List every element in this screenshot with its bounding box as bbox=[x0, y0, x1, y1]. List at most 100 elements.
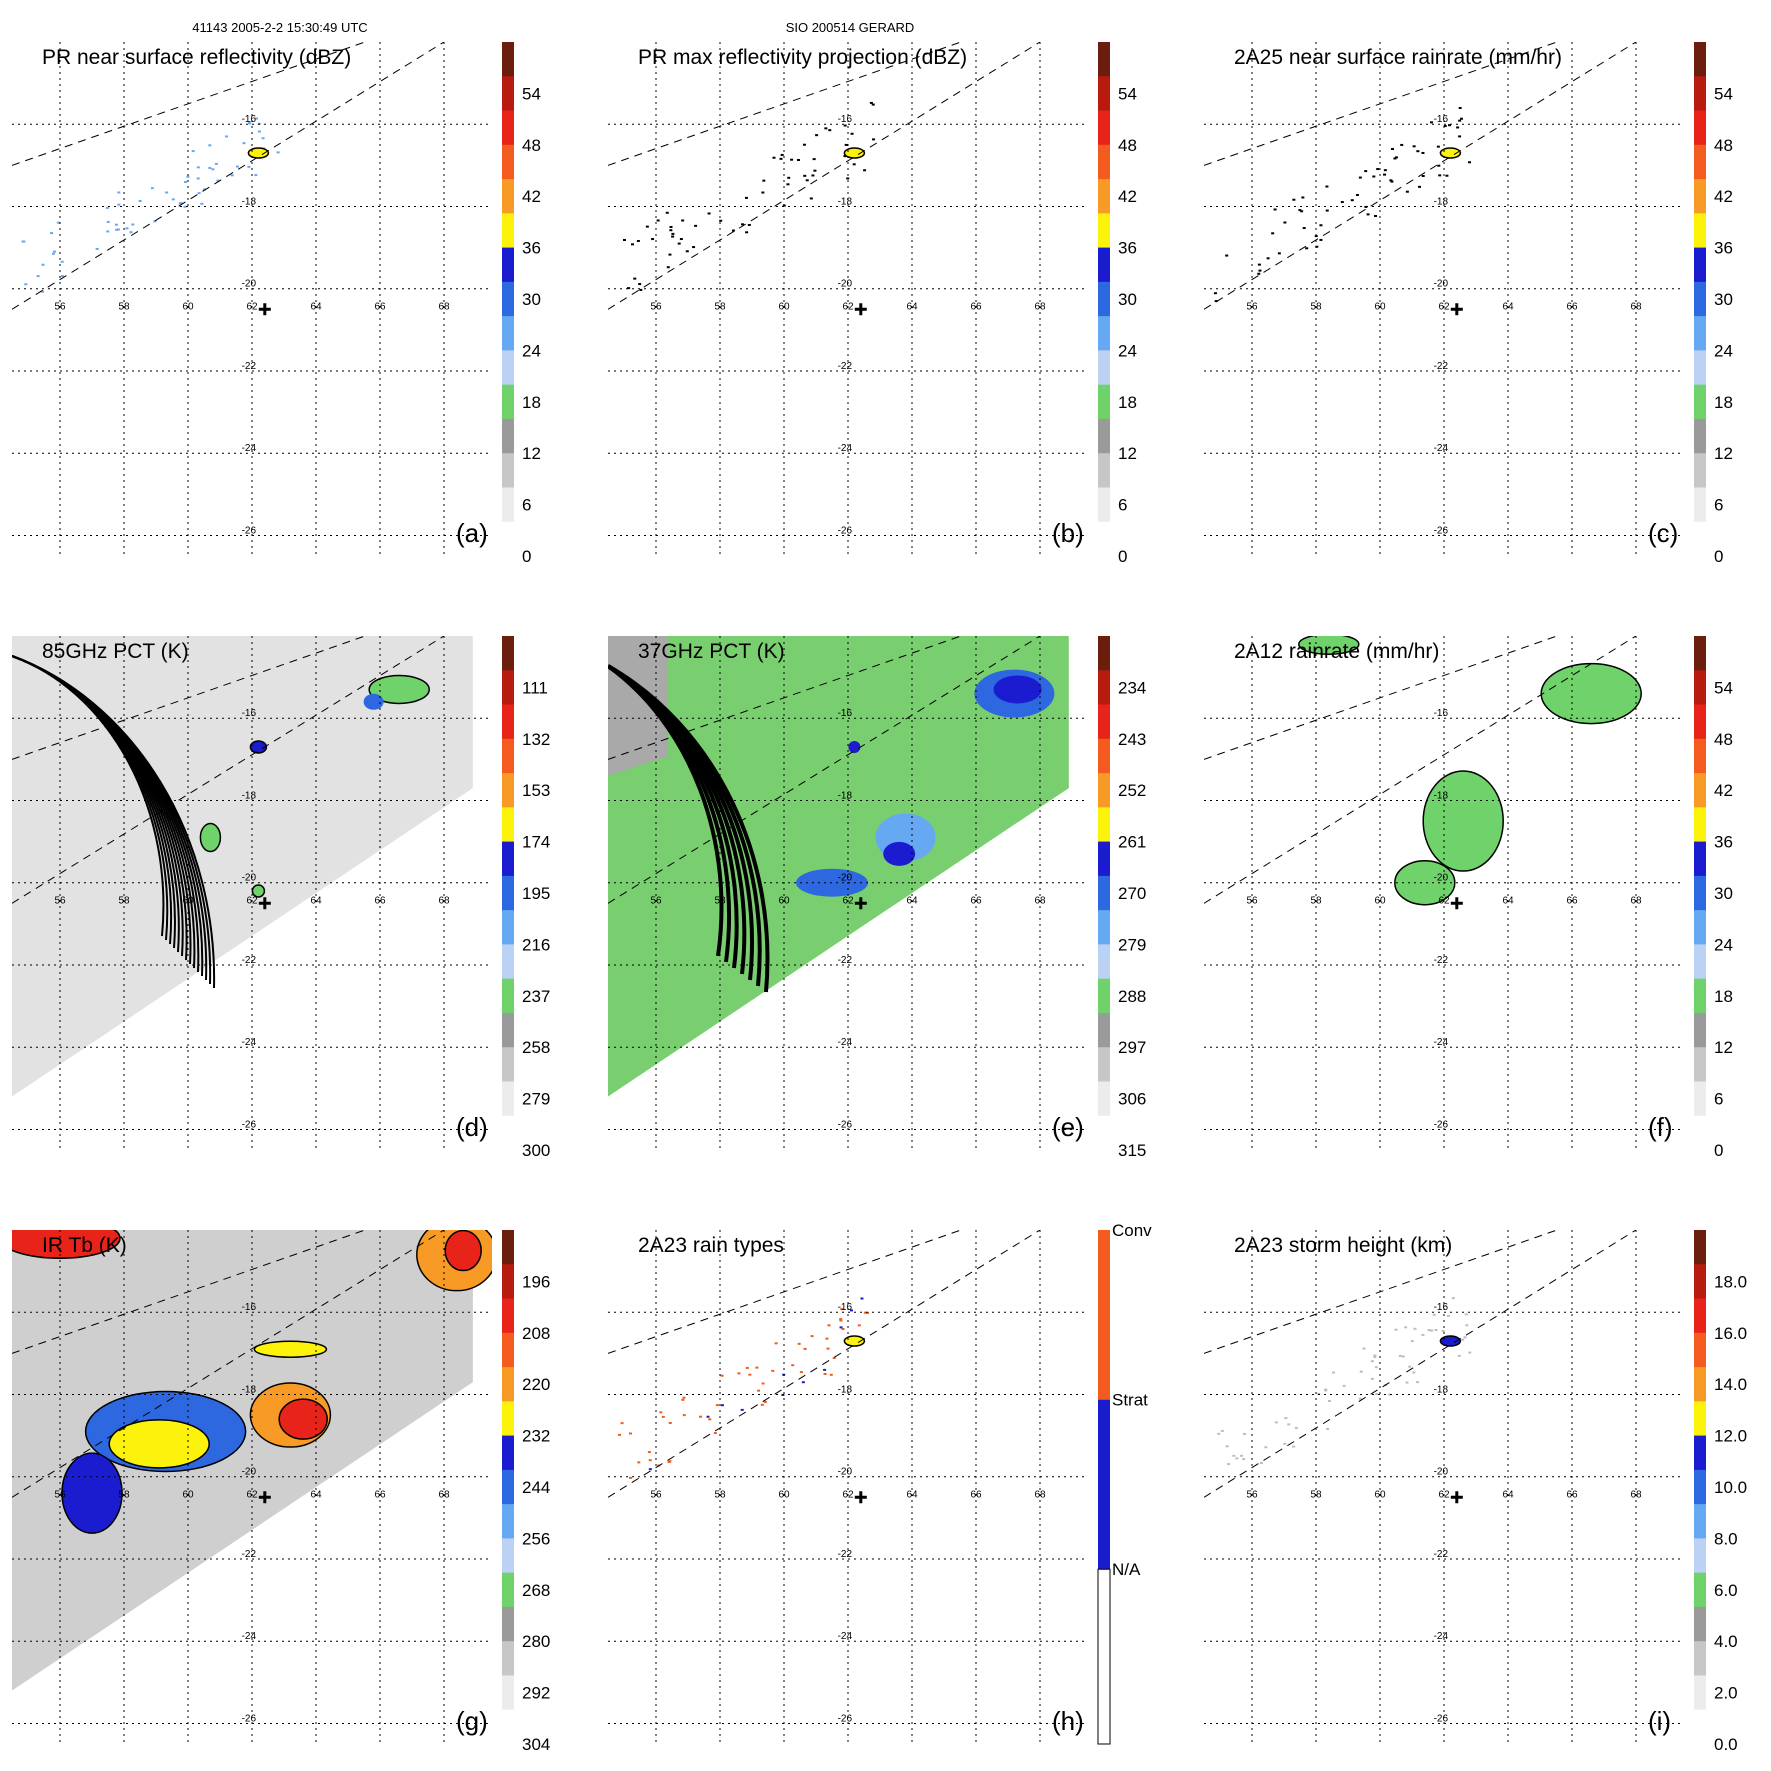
swath-edge-line bbox=[1204, 42, 1637, 310]
rain-pixel bbox=[1458, 119, 1462, 122]
rain-pixel bbox=[276, 151, 280, 154]
rain-pixel bbox=[1273, 208, 1277, 211]
rain-pixel bbox=[1319, 238, 1323, 241]
storm-center-marker bbox=[1450, 897, 1463, 910]
rain-pixel bbox=[741, 223, 745, 226]
rain-pixel bbox=[196, 166, 200, 169]
rain-pixel bbox=[1410, 1340, 1414, 1343]
colorbar-label: 36 bbox=[1118, 239, 1137, 258]
colorbar-segment bbox=[1694, 875, 1706, 911]
colorbar-segment bbox=[1694, 910, 1706, 945]
rain-pixel bbox=[1383, 173, 1387, 176]
colorbar-label: 24 bbox=[1714, 341, 1733, 360]
rain-pixel bbox=[1416, 1381, 1420, 1384]
rain-pixel bbox=[1401, 1355, 1405, 1358]
colorbar-label: 132 bbox=[522, 730, 550, 749]
colorbar-label: 6 bbox=[1714, 496, 1723, 515]
rain-pixel bbox=[852, 163, 856, 166]
colorbar-segment bbox=[1694, 738, 1706, 774]
swath-edge-line bbox=[12, 1230, 367, 1354]
panel-title: 2A25 near surface rainrate (mm/hr) bbox=[1234, 46, 1562, 69]
colorbar-segment bbox=[1098, 773, 1110, 808]
lon-tick-label: 56 bbox=[650, 301, 662, 312]
lat-tick-label: -16 bbox=[1434, 1302, 1449, 1313]
colorbar-segment bbox=[1694, 1641, 1706, 1676]
rain-pixel bbox=[1214, 300, 1218, 303]
colorbar-segment bbox=[1098, 144, 1110, 180]
rain-pixel bbox=[1232, 1454, 1236, 1457]
rain-pixel bbox=[1301, 196, 1305, 199]
colorbar-segment bbox=[502, 1675, 514, 1711]
rain-pixel bbox=[779, 157, 783, 160]
plot-area bbox=[1204, 636, 1684, 1150]
rain-pixel bbox=[1235, 1457, 1239, 1460]
rain-pixel bbox=[214, 162, 218, 165]
colorbar-label: 195 bbox=[522, 884, 550, 903]
lon-tick-label: 66 bbox=[374, 1489, 386, 1500]
lon-tick-label: 60 bbox=[1374, 1489, 1386, 1500]
plot-area bbox=[608, 42, 1088, 556]
rain-pixel bbox=[216, 179, 220, 182]
rain-pixel bbox=[832, 1356, 836, 1359]
rain-pixel bbox=[803, 174, 807, 177]
colorbar-segment bbox=[1694, 350, 1706, 386]
rain-pixel bbox=[1370, 1377, 1374, 1380]
rain-pixel bbox=[745, 1366, 749, 1369]
colorbar-label: 12 bbox=[522, 444, 541, 463]
colorbar-segment bbox=[1098, 76, 1110, 112]
colorbar-segment bbox=[1694, 213, 1706, 249]
lon-tick-label: 64 bbox=[906, 895, 918, 906]
rain-pixel bbox=[720, 1404, 724, 1407]
rain-pixel bbox=[669, 225, 673, 228]
rain-pixel bbox=[150, 187, 154, 190]
colorbar-segment bbox=[1694, 1469, 1706, 1505]
colorbar-segment bbox=[1694, 316, 1706, 351]
rain-pixel bbox=[1294, 1426, 1298, 1429]
rain-pixel bbox=[1441, 1329, 1445, 1332]
orbit-time-header: 41143 2005-2-2 15:30:49 UTC bbox=[192, 20, 368, 35]
colorbar-segment bbox=[502, 1709, 514, 1745]
lat-tick-label: -26 bbox=[242, 525, 257, 536]
rain-pixel bbox=[235, 165, 239, 168]
rain-pixel bbox=[1394, 1328, 1398, 1331]
rain-pixel bbox=[1305, 247, 1309, 250]
panel-label: (i) bbox=[1648, 1706, 1671, 1736]
colorbar-segment bbox=[1694, 487, 1706, 523]
colorbar-segment bbox=[1694, 1298, 1706, 1334]
lon-tick-label: 62 bbox=[1438, 301, 1450, 312]
swath-edge-line bbox=[608, 636, 1041, 904]
storm-center-marker bbox=[1450, 1491, 1463, 1504]
colorbar-label: 153 bbox=[522, 781, 550, 800]
rain-pixel bbox=[748, 1373, 752, 1376]
rain-pixel bbox=[1315, 245, 1319, 248]
colorbar-segment bbox=[1098, 1230, 1110, 1400]
rain-pixel bbox=[737, 1372, 741, 1375]
rain-pixel bbox=[1340, 201, 1344, 204]
rain-pixel bbox=[225, 135, 229, 138]
colorbar-segment bbox=[502, 179, 514, 214]
colorbar-segment bbox=[1694, 1572, 1706, 1608]
lon-tick-label: 64 bbox=[310, 1489, 322, 1500]
rain-pixel bbox=[667, 1460, 671, 1463]
colorbar-segment bbox=[1694, 944, 1706, 980]
rain-pixel bbox=[1468, 1351, 1472, 1354]
colorbar-segment bbox=[1098, 1081, 1110, 1117]
colorbar-label: 18 bbox=[1714, 393, 1733, 412]
rain-pixel bbox=[1355, 193, 1359, 196]
rain-cell bbox=[1439, 147, 1462, 159]
lon-tick-label: 66 bbox=[1566, 1489, 1578, 1500]
rain-pixel bbox=[1458, 107, 1462, 110]
colorbar-segment bbox=[502, 487, 514, 523]
colorbar-segment bbox=[502, 247, 514, 283]
rain-pixel bbox=[1284, 1417, 1288, 1420]
colorbar-segment bbox=[502, 144, 514, 180]
colorbar-segment bbox=[502, 636, 514, 671]
rain-pixel bbox=[60, 275, 64, 278]
rain-pixel bbox=[208, 167, 212, 170]
cold-region bbox=[608, 636, 668, 776]
plot-area bbox=[1204, 42, 1684, 556]
colorbar-segment bbox=[1694, 1230, 1706, 1265]
rain-pixel bbox=[196, 177, 200, 180]
lon-tick-label: 66 bbox=[374, 301, 386, 312]
